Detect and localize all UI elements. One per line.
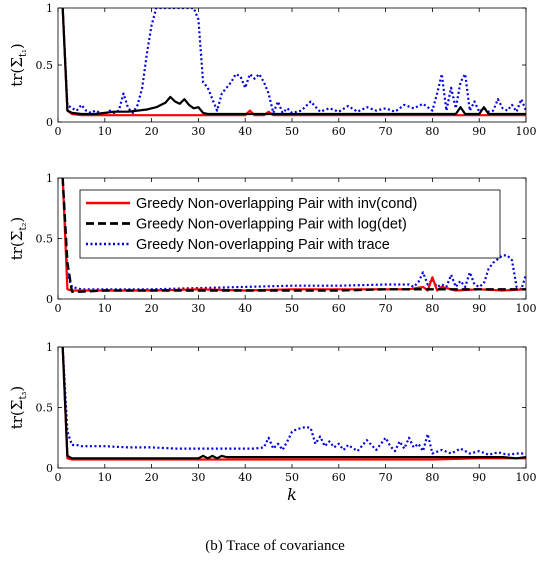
figure-caption: (b) Trace of covariance (205, 538, 345, 554)
series-line-3 (61, 8, 526, 116)
x-tick-label: 60 (332, 471, 346, 484)
legend-label-3: Greedy Non-overlapping Pair with trace (136, 237, 390, 253)
x-tick-label: 70 (379, 471, 393, 484)
y-tick-label: 1 (46, 341, 53, 354)
y-tick-label: 1 (46, 2, 53, 15)
y-tick-label: 1 (46, 172, 53, 185)
x-tick-label: 50 (285, 302, 299, 315)
legend-label-2: Greedy Non-overlapping Pair with log(det… (136, 217, 407, 233)
x-tick-label: 60 (332, 302, 346, 315)
x-tick-label: 70 (379, 302, 393, 315)
series-line-3 (61, 347, 526, 456)
series-line-2 (61, 347, 526, 460)
legend-box (79, 189, 501, 259)
y-tick-label: 0.5 (36, 59, 54, 72)
x-tick-label: 10 (98, 471, 112, 484)
x-tick-label: 40 (238, 302, 252, 315)
y-tick-label: 0.5 (36, 402, 54, 415)
x-tick-label: 50 (285, 125, 299, 138)
x-tick-label: 70 (379, 125, 393, 138)
y-axis-label: tr(Σt₂) (8, 217, 29, 261)
axes-box (57, 346, 527, 469)
x-tick-label: 90 (472, 125, 486, 138)
x-tick-label: 100 (516, 125, 537, 138)
chart-panel-1: 0 10 20 30 40 50 60 70 80 90 100 0 0.5 1 tr(Σt₁) (8, 2, 537, 138)
y-tick-label: 0 (46, 116, 53, 129)
x-tick-label: 50 (285, 471, 299, 484)
x-tick-label: 0 (55, 302, 62, 315)
x-tick-label: 90 (472, 302, 486, 315)
y-tick-label: 0 (46, 293, 53, 306)
x-tick-label: 60 (332, 125, 346, 138)
series-line-2 (61, 178, 526, 293)
x-tick-label: 30 (191, 471, 205, 484)
x-tick-label: 20 (145, 471, 159, 484)
x-tick-label: 80 (425, 302, 439, 315)
legend: Greedy Non-overlapping Pair with inv(con… (79, 189, 501, 259)
x-tick-label: 80 (425, 125, 439, 138)
x-tick-label: 40 (238, 471, 252, 484)
x-tick-label: 80 (425, 471, 439, 484)
y-tick-label: 0 (46, 462, 53, 475)
x-tick-label: 0 (55, 125, 62, 138)
x-tick-label: 40 (238, 125, 252, 138)
x-tick-label: 20 (145, 125, 159, 138)
x-tick-label: 30 (191, 302, 205, 315)
y-tick-label: 0.5 (36, 233, 54, 246)
chart-panel-2: 0 10 20 30 40 50 60 70 80 90 100 0 0.5 1 tr(Σt₂) Greedy… (8, 172, 537, 315)
y-axis-label: tr(Σt₁) (8, 43, 29, 87)
chart-panel-3: 0 10 20 30 40 50 60 70 80 90 100 0 0.5 1 tr(Σt₃) k (8, 341, 537, 504)
x-tick-label: 90 (472, 471, 486, 484)
series-line-1 (61, 8, 526, 117)
series-line-3 (61, 178, 526, 291)
x-tick-label: 30 (191, 125, 205, 138)
x-tick-label: 10 (98, 125, 112, 138)
x-tick-label: 20 (145, 302, 159, 315)
x-tick-label: 100 (516, 471, 537, 484)
x-axis-label: k (287, 485, 297, 504)
y-axis-label: tr(Σt₃) (8, 386, 29, 430)
x-tick-label: 10 (98, 302, 112, 315)
series-line-2 (61, 8, 526, 116)
x-tick-label: 100 (516, 302, 537, 315)
x-tick-label: 0 (55, 471, 62, 484)
series-line-1 (61, 347, 526, 461)
legend-label-1: Greedy Non-overlapping Pair with inv(con… (136, 196, 417, 212)
